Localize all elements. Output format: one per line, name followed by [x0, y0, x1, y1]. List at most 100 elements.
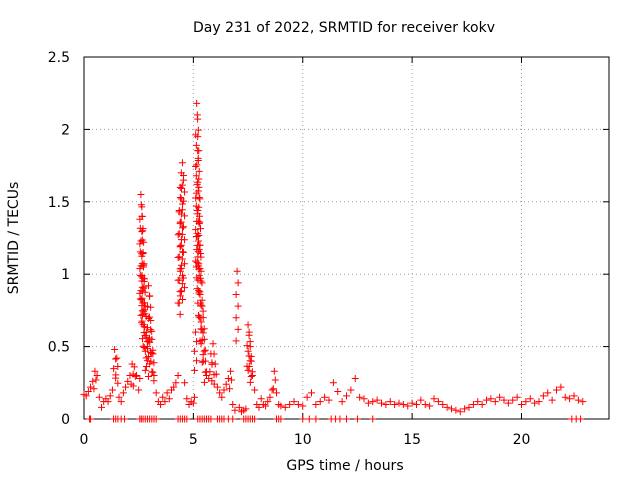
data-point [417, 396, 425, 404]
data-point [561, 393, 569, 401]
data-point [150, 372, 158, 380]
data-point [98, 403, 105, 411]
data-point [273, 389, 280, 397]
data-point [195, 193, 203, 201]
data-point [199, 314, 207, 322]
y-tick-label: 1 [61, 267, 70, 283]
data-point [149, 350, 157, 358]
data-point [426, 402, 434, 410]
data-point [148, 368, 156, 376]
data-point [526, 395, 534, 403]
data-point [338, 398, 346, 406]
x-axis-label: GPS time / hours [286, 458, 403, 474]
data-point [579, 398, 587, 406]
data-point [233, 267, 241, 275]
data-point [142, 328, 150, 336]
data-point [129, 382, 137, 390]
data-point [145, 282, 153, 290]
data-point [192, 141, 200, 149]
data-point [117, 398, 125, 406]
data-point [513, 393, 521, 401]
data-point [197, 253, 205, 261]
x-tick-label: 5 [189, 432, 198, 448]
y-tick-label: 1.5 [48, 195, 70, 211]
data-point [104, 398, 112, 406]
y-tick-label: 0 [61, 412, 70, 428]
data-point [347, 386, 355, 394]
data-point [90, 385, 98, 393]
data-point [299, 402, 307, 410]
data-point [138, 271, 146, 279]
x-tick-label: 0 [80, 432, 89, 448]
data-point [195, 289, 203, 297]
data-point [152, 389, 160, 397]
data-point [245, 363, 253, 371]
data-point [195, 237, 202, 245]
data-point [518, 401, 525, 409]
data-point [198, 358, 206, 366]
y-tick-label: 2.5 [48, 50, 70, 66]
data-point [126, 372, 134, 380]
data-point [195, 203, 203, 211]
data-point [195, 220, 203, 228]
data-point [148, 335, 156, 343]
data-point [356, 393, 364, 401]
data-point [360, 395, 368, 403]
data-point [201, 357, 209, 365]
data-point [343, 392, 350, 400]
data-point [192, 194, 200, 202]
data-point [200, 347, 208, 355]
data-point [531, 399, 539, 407]
data-point [316, 398, 324, 406]
data-point [439, 401, 447, 409]
data-point [474, 398, 482, 406]
data-point [136, 374, 144, 382]
data-point [181, 260, 189, 268]
data-point [144, 353, 152, 361]
data-point [193, 111, 201, 119]
data-point [174, 372, 182, 380]
data-point [114, 363, 122, 371]
data-point [133, 372, 140, 380]
data-point [190, 393, 198, 401]
data-point [144, 345, 152, 353]
data-point [268, 386, 276, 394]
data-point [251, 386, 259, 394]
data-point [89, 377, 97, 385]
data-point [193, 338, 201, 346]
data-point [195, 147, 203, 155]
data-point [159, 393, 167, 401]
x-tick-label: 10 [294, 432, 312, 448]
data-point [193, 233, 201, 241]
data-point [138, 228, 146, 236]
data-point [140, 260, 148, 268]
data-point [197, 301, 205, 309]
data-point [195, 167, 203, 175]
baseline-point [299, 415, 307, 423]
data-point [179, 200, 187, 208]
baseline-point [343, 415, 350, 423]
data-point [177, 261, 185, 269]
data-point [382, 401, 390, 409]
data-point [141, 331, 149, 339]
data-point [196, 291, 204, 299]
data-point [228, 376, 236, 384]
data-point [196, 212, 203, 220]
data-point [198, 296, 206, 304]
data-point [137, 201, 145, 209]
baseline-point [577, 415, 585, 423]
baseline-point [336, 415, 344, 423]
data-point [262, 402, 270, 410]
data-point [557, 383, 565, 391]
data-point [235, 403, 243, 411]
data-point [140, 323, 148, 331]
data-point [92, 376, 100, 384]
data-point [197, 318, 205, 326]
data-point [290, 398, 298, 406]
data-point [509, 396, 517, 404]
data-point [247, 372, 255, 380]
data-point [119, 389, 127, 397]
data-point [138, 250, 146, 258]
data-point [200, 325, 208, 333]
y-axis-label: SRMTID / TECUs [6, 182, 22, 295]
